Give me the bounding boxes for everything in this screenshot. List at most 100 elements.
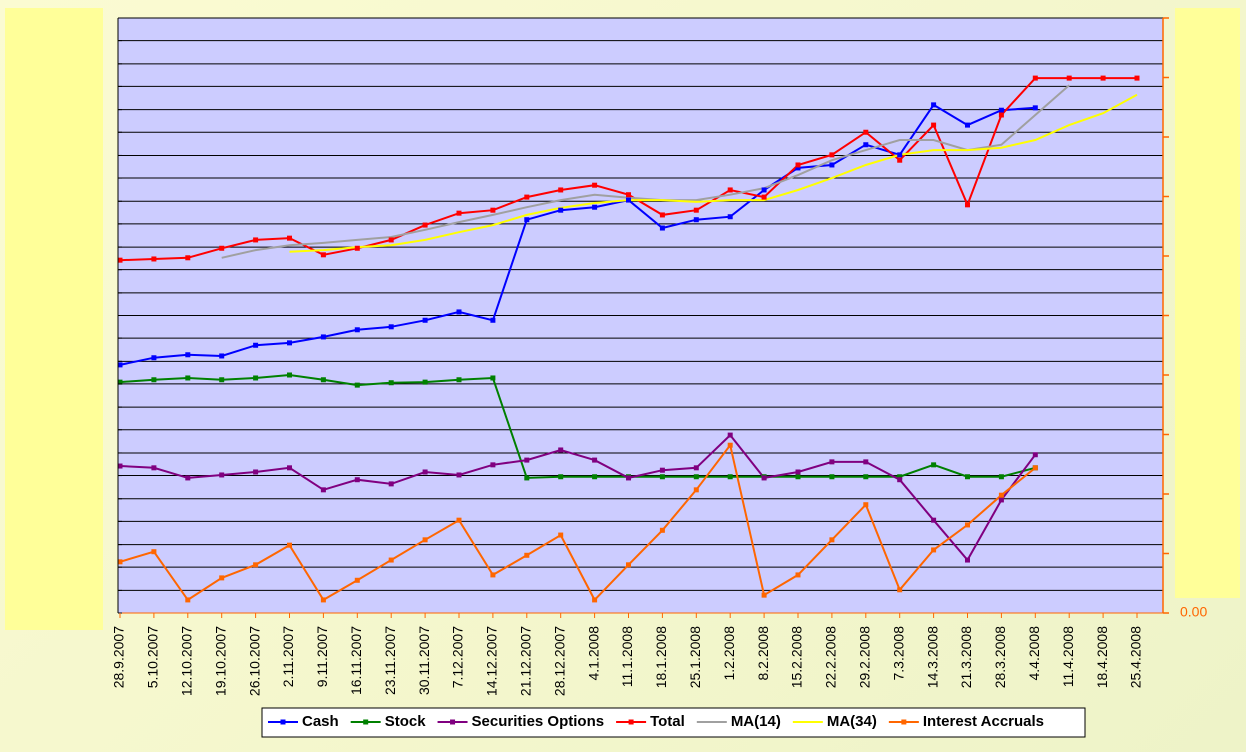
data-point	[931, 102, 937, 108]
x-tick-label: 18.4.2008	[1094, 626, 1110, 688]
data-point	[998, 492, 1004, 498]
data-point	[558, 474, 564, 480]
data-point	[388, 557, 394, 563]
data-point	[354, 327, 360, 333]
x-tick-label: 30.11.2007	[416, 626, 432, 695]
data-point	[320, 597, 326, 603]
data-point	[253, 237, 259, 243]
data-point	[931, 122, 937, 128]
data-point	[320, 487, 326, 493]
data-point	[693, 207, 699, 213]
data-point	[287, 340, 292, 346]
x-tick-label: 14.3.2008	[924, 626, 940, 688]
data-point	[863, 502, 869, 508]
data-point	[829, 152, 835, 158]
data-point	[117, 362, 123, 368]
x-tick-label: 14.12.2007	[484, 626, 500, 696]
data-point	[829, 459, 835, 465]
x-tick-label: 11.4.2008	[1060, 626, 1076, 687]
data-point	[151, 355, 157, 361]
series-line	[289, 93, 1138, 253]
data-point	[287, 235, 292, 241]
data-point	[456, 517, 462, 523]
data-point	[659, 467, 665, 473]
data-point	[219, 377, 225, 383]
legend-label: MA(34)	[827, 713, 877, 730]
data-point	[693, 474, 699, 480]
data-point	[490, 317, 496, 323]
data-point	[320, 377, 326, 383]
x-tick-label: 29.2.2008	[857, 626, 873, 688]
data-point	[897, 157, 903, 163]
data-point	[422, 537, 428, 543]
data-point	[592, 597, 598, 603]
data-point	[659, 212, 665, 218]
series-line	[119, 103, 1036, 366]
data-point	[863, 129, 869, 135]
data-point	[863, 474, 869, 480]
data-point	[626, 475, 631, 481]
data-point	[219, 353, 225, 359]
legend-label: Interest Accruals	[923, 713, 1044, 730]
data-point	[795, 572, 801, 578]
legend-marker	[280, 719, 286, 725]
data-point	[863, 459, 869, 465]
data-point	[1032, 465, 1038, 471]
x-tick-label: 28.3.2008	[992, 626, 1008, 688]
data-point	[1134, 75, 1140, 81]
data-point	[761, 187, 767, 193]
x-tick-label: 16.11.2007	[348, 626, 364, 695]
data-point	[1032, 452, 1038, 458]
data-point	[151, 549, 157, 555]
data-point	[592, 457, 598, 463]
data-point	[524, 552, 530, 558]
x-tick-label: 19.10.2007	[212, 626, 228, 696]
x-tick-label: 11.1.2008	[619, 626, 635, 687]
data-point	[693, 217, 699, 223]
data-point	[795, 469, 801, 475]
data-point	[795, 162, 801, 168]
data-point	[117, 257, 123, 263]
data-point	[998, 497, 1004, 503]
data-point	[456, 472, 462, 478]
x-tick-label: 15.2.2008	[789, 626, 805, 688]
data-point	[965, 202, 970, 208]
data-point	[795, 165, 801, 171]
series-markers	[117, 75, 1140, 603]
data-point	[524, 194, 530, 200]
data-point	[659, 225, 665, 231]
data-point	[897, 152, 903, 158]
x-tick-label: 21.3.2008	[958, 626, 974, 688]
legend: Cash Stock Securities Options Total MA(14) MA…	[268, 713, 1044, 730]
data-point	[219, 575, 225, 581]
data-point	[388, 237, 394, 243]
data-point	[253, 342, 259, 348]
data-point	[897, 587, 903, 593]
data-point	[659, 474, 665, 480]
data-point	[761, 475, 767, 481]
data-point	[151, 256, 157, 262]
data-point	[320, 252, 326, 258]
data-point	[490, 462, 496, 468]
y-tick-label: 0.00	[1180, 604, 1207, 620]
data-point	[287, 372, 292, 378]
data-point	[897, 474, 903, 480]
grid	[118, 17, 1163, 614]
data-point	[558, 532, 564, 538]
data-point	[185, 375, 191, 381]
data-point	[998, 107, 1004, 113]
x-tick-label: 23.11.2007	[382, 626, 398, 695]
data-point	[185, 475, 191, 481]
data-point	[558, 187, 564, 193]
data-point	[354, 477, 360, 483]
data-point	[659, 527, 665, 533]
data-point	[422, 317, 428, 323]
data-point	[727, 474, 733, 480]
data-point	[388, 380, 394, 386]
x-tick-label: 28.9.2007	[111, 626, 127, 688]
data-point	[931, 462, 937, 468]
data-point	[253, 469, 259, 475]
data-point	[185, 352, 191, 358]
data-point	[456, 377, 462, 383]
